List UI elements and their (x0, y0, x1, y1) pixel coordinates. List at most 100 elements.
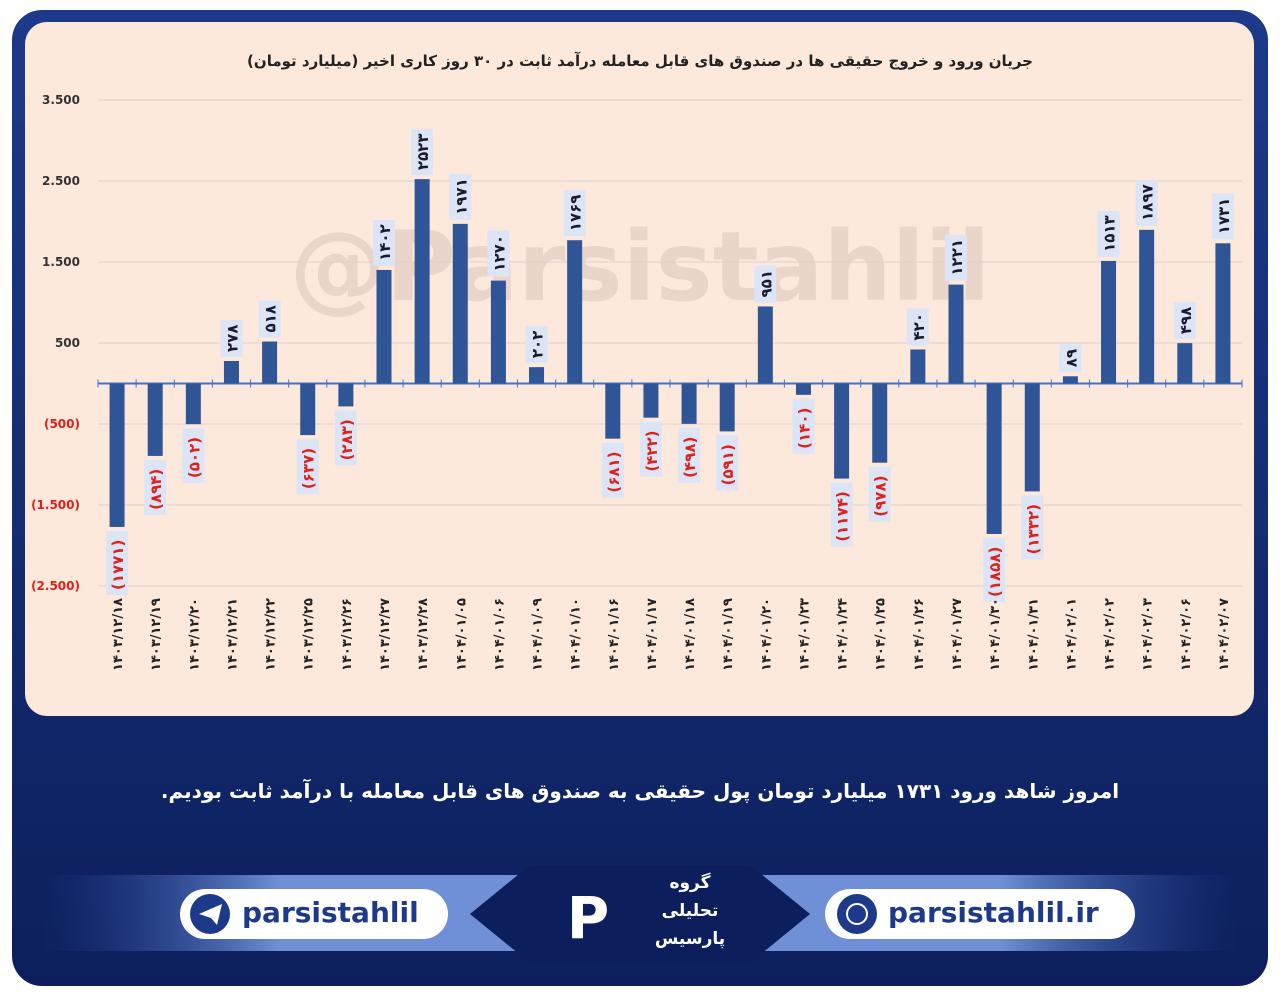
bar (300, 383, 316, 436)
value-label-bg (449, 173, 472, 220)
logo-line: گروه (669, 872, 710, 893)
web-icon (837, 894, 877, 934)
x-tick-label: ۱۴۰۴/۰۱/۱۶ (607, 598, 622, 671)
bar (1101, 260, 1117, 384)
value-label-bg (487, 230, 510, 277)
y-tick-label: 2.500 (42, 174, 80, 188)
value-label: ۴۲۰ (910, 313, 928, 340)
value-label-bg (1211, 193, 1234, 240)
value-label-bg (1059, 344, 1082, 373)
bar (529, 367, 545, 384)
bar (262, 341, 278, 384)
value-label: ۲۰۲ (529, 331, 547, 358)
value-label: (۴۲۲) (643, 430, 661, 471)
value-label-bg (945, 234, 967, 281)
bar (1024, 383, 1040, 492)
value-label: ۱۲۲۱ (948, 239, 966, 276)
value-label-bg (983, 537, 1006, 602)
value-label-bg (334, 410, 357, 466)
bar (681, 383, 697, 424)
logo-line: تحلیلی (662, 901, 719, 921)
value-label: ۱۲۷۰ (490, 235, 508, 272)
bar (376, 269, 392, 384)
bar (109, 383, 125, 527)
telegram-glyph (199, 904, 222, 925)
value-label-bg (258, 300, 281, 338)
value-label-bg (868, 466, 891, 522)
value-label-bg (1097, 210, 1120, 257)
value-label: (۱۴۰) (795, 408, 813, 449)
chart-panel (25, 22, 1254, 716)
value-label-bg (525, 326, 548, 364)
value-label-bg (144, 459, 167, 515)
value-label-bg (182, 428, 205, 484)
x-tick-label: ۱۴۰۴/۰۲/۰۷ (1217, 598, 1232, 671)
x-tick-label: ۱۴۰۴/۰۱/۲۴ (836, 598, 851, 671)
x-tick-label: ۱۴۰۳/۱۲/۲۰ (187, 598, 202, 671)
telegram-handle: parsistahlil (242, 896, 419, 929)
bar (1139, 229, 1155, 384)
value-label-bg (716, 435, 739, 491)
bar (147, 383, 163, 456)
value-label-bg (601, 442, 624, 498)
y-tick-label: 3.500 (42, 93, 80, 107)
value-label: ۲۷۸ (223, 325, 241, 352)
bar (719, 383, 735, 432)
value-label: ۱۸۹۷ (1139, 184, 1157, 221)
x-tick-label: ۱۴۰۳/۱۲/۲۱ (225, 598, 240, 671)
bar (948, 284, 964, 384)
value-label: ۱۷۶۹ (567, 195, 585, 232)
bar (872, 383, 888, 463)
web-glyph (846, 903, 868, 925)
x-tick-label: ۱۴۰۴/۰۲/۰۳ (1141, 598, 1156, 671)
y-tick-label: 1.500 (42, 255, 80, 269)
value-label-bg (1021, 495, 1044, 560)
value-label-bg (106, 530, 129, 595)
logo-plate (470, 865, 810, 963)
bar (910, 349, 926, 384)
value-label: (۲۸۳) (338, 419, 356, 460)
value-label-bg (639, 421, 662, 477)
bar (1215, 243, 1231, 384)
value-label: ۱۴۰۲ (376, 224, 394, 261)
value-label: (۱۳۳۲) (1024, 504, 1042, 554)
x-tick-label: ۱۴۰۴/۰۲/۰۶ (1179, 598, 1194, 671)
x-tick-label: ۱۴۰۴/۰۱/۱۰ (569, 598, 584, 671)
x-tick-label: ۱۴۰۴/۰۱/۱۷ (645, 598, 660, 671)
value-label-bg (373, 219, 395, 266)
bar (490, 280, 506, 384)
x-tick-label: ۱۴۰۳/۱۲/۱۸ (111, 598, 126, 671)
telegram-pill (180, 889, 448, 939)
value-label-bg (296, 439, 319, 495)
website-pill (825, 889, 1135, 939)
x-tick-label: ۱۴۰۴/۰۱/۱۸ (683, 598, 698, 671)
bar (567, 240, 583, 384)
value-label: (۱۷۷۱) (109, 540, 127, 590)
bar (452, 223, 468, 384)
x-tick-label: ۱۴۰۳/۱۲/۲۵ (302, 598, 317, 671)
x-tick-label: ۱۴۰۴/۰۱/۲۶ (912, 598, 927, 671)
caption: امروز شاهد ورود ۱۷۳۱ میلیارد تومان پول ح… (161, 778, 1119, 804)
value-label: (۵۹۱) (719, 444, 737, 485)
x-tick-label: ۱۴۰۴/۰۱/۰۹ (531, 598, 546, 671)
plot: (2.500) (1.500) (500) 500 1.500 2.500 3.500 (۱۷… (31, 93, 1243, 671)
value-label: ۴۹۸ (1177, 307, 1195, 334)
value-label-bg (792, 398, 815, 454)
x-tick-label: ۱۴۰۴/۰۱/۲۰ (759, 598, 774, 671)
value-label-bg (1173, 302, 1196, 340)
x-tick-label: ۱۴۰۴/۰۱/۲۷ (950, 598, 965, 671)
y-tick-label: 500 (55, 336, 80, 350)
value-label-bg (830, 482, 853, 547)
bar (338, 383, 354, 407)
value-label: ۱۷۳۱ (1215, 198, 1233, 235)
value-label-bg (563, 190, 586, 237)
value-label: ۱۵۱۳ (1101, 215, 1119, 252)
watermark: @Parsistahlil (290, 211, 991, 323)
x-tick-label: ۱۴۰۴/۰۱/۲۳ (797, 598, 812, 671)
x-tick-label: ۱۴۰۳/۱۲/۲۲ (264, 598, 279, 671)
x-tick-label: ۱۴۰۴/۰۲/۰۱ (1064, 598, 1079, 671)
x-tick-label: ۱۴۰۴/۰۲/۰۲ (1103, 598, 1118, 671)
y-tick-label: (2.500) (31, 579, 80, 593)
bar (223, 360, 239, 384)
